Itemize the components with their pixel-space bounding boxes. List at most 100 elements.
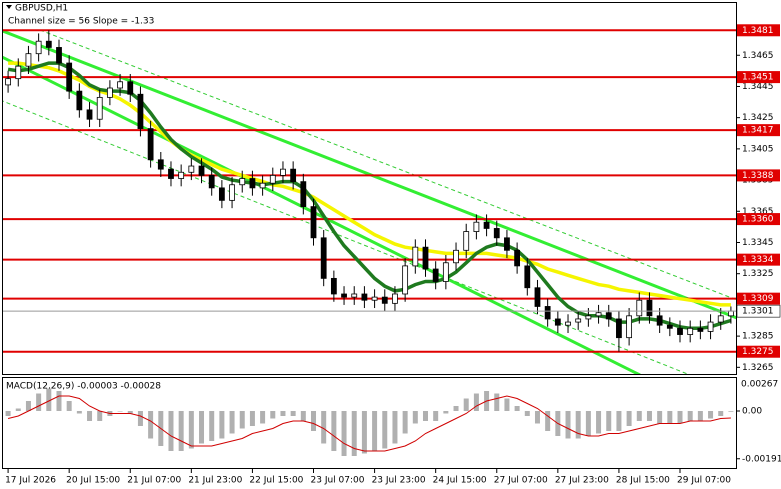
candle-body bbox=[636, 299, 643, 317]
candle-body bbox=[677, 327, 683, 335]
macd-bar bbox=[209, 411, 215, 441]
x-tick-label: 27 Jul 07:00 bbox=[494, 476, 548, 486]
y-tick-label: 1.3445 bbox=[742, 82, 774, 92]
channel-dashed bbox=[3, 100, 689, 374]
current-price-label: 1.3301 bbox=[742, 307, 774, 317]
x-tick-label: 21 Jul 23:00 bbox=[188, 476, 242, 486]
candle-body bbox=[320, 237, 327, 279]
y-tick-label: 1.3425 bbox=[742, 113, 774, 123]
level-label: 1.3309 bbox=[742, 294, 774, 304]
macd-bar bbox=[545, 411, 551, 431]
macd-bar bbox=[178, 411, 184, 451]
candle-body bbox=[188, 165, 195, 173]
candle-body bbox=[514, 249, 521, 267]
macd-bar bbox=[708, 411, 714, 419]
candle-body bbox=[463, 231, 470, 251]
macd-bar bbox=[697, 411, 703, 421]
candle-body bbox=[137, 93, 144, 129]
macd-bar bbox=[443, 411, 449, 414]
macd-bar bbox=[188, 411, 194, 449]
macd-bar bbox=[87, 411, 93, 421]
candle-body bbox=[147, 128, 154, 161]
macd-bar bbox=[585, 411, 591, 436]
channel-line bbox=[3, 55, 641, 374]
macd-bar bbox=[494, 393, 500, 411]
title-arrow bbox=[6, 5, 12, 9]
macd-bar bbox=[36, 393, 42, 411]
x-tick-label: 24 Jul 15:00 bbox=[433, 476, 487, 486]
y-tick-label: 1.3265 bbox=[742, 363, 774, 373]
moving-average bbox=[8, 61, 731, 307]
candle-body bbox=[157, 159, 164, 170]
macd-bar bbox=[127, 411, 133, 414]
candle-body bbox=[575, 318, 582, 323]
macd-bar bbox=[351, 411, 357, 456]
candle-body bbox=[310, 206, 317, 239]
candle-body bbox=[76, 90, 83, 111]
chart-subtitle: Channel size = 56 Slope = -1.33 bbox=[8, 17, 154, 27]
candle-body bbox=[127, 81, 134, 95]
macd-bar bbox=[46, 388, 52, 411]
candle-body bbox=[728, 310, 734, 317]
macd-bar bbox=[728, 411, 734, 412]
macd-bar bbox=[504, 398, 510, 411]
level-label: 1.3417 bbox=[742, 126, 774, 136]
candle-body bbox=[290, 168, 297, 183]
candle-body bbox=[524, 265, 531, 289]
candle-body bbox=[218, 187, 225, 201]
y-tick-label: 1.3405 bbox=[742, 144, 774, 154]
channel-dashed bbox=[39, 29, 736, 301]
macd-bar bbox=[524, 411, 530, 416]
level-tag bbox=[737, 292, 780, 305]
macd-bar bbox=[473, 393, 479, 411]
candle-body bbox=[56, 47, 62, 64]
macd-bar bbox=[534, 411, 540, 424]
macd-bar bbox=[321, 411, 327, 444]
candle-body bbox=[544, 306, 551, 320]
y-tick-label: 1.3365 bbox=[742, 207, 774, 217]
candle-body bbox=[168, 168, 174, 179]
macd-bar bbox=[331, 411, 337, 451]
candle-body bbox=[493, 228, 500, 239]
candle-body bbox=[361, 293, 368, 301]
candle-body bbox=[697, 327, 704, 332]
macd-bar bbox=[412, 411, 418, 424]
candle-body bbox=[453, 249, 459, 264]
macd-bar bbox=[25, 401, 31, 411]
macd-bar bbox=[270, 411, 276, 419]
macd-signal bbox=[7, 395, 731, 452]
candle-body bbox=[178, 171, 185, 179]
macd-bar bbox=[453, 406, 459, 411]
macd-label: MACD(12,26,9) -0.00003 -0.00028 bbox=[6, 382, 161, 392]
macd-bar bbox=[402, 411, 408, 434]
candle-body bbox=[239, 178, 246, 186]
level-label: 1.3360 bbox=[742, 215, 774, 225]
macd-y-tick-label: -0.00191 bbox=[742, 454, 781, 464]
candle-body bbox=[341, 293, 347, 298]
macd-bar bbox=[687, 411, 693, 421]
macd-bar bbox=[300, 411, 306, 421]
x-tick-label: 27 Jul 23:00 bbox=[555, 476, 609, 486]
candle-body bbox=[585, 315, 592, 320]
candle-body bbox=[717, 315, 724, 323]
candle-body bbox=[259, 182, 266, 189]
candle-body bbox=[412, 246, 419, 267]
candle-body bbox=[106, 87, 113, 98]
macd-bar bbox=[5, 411, 11, 416]
current-price-tag bbox=[736, 304, 781, 318]
x-tick-label: 21 Jul 07:00 bbox=[127, 476, 181, 486]
macd-top-label: 0.00267 bbox=[741, 380, 778, 390]
candle-body bbox=[402, 265, 409, 295]
macd-bar bbox=[392, 411, 398, 444]
candle-body bbox=[666, 324, 673, 329]
candle-body bbox=[595, 312, 602, 317]
macd-bar bbox=[718, 411, 724, 416]
candle-body bbox=[656, 315, 663, 326]
macd-bar bbox=[657, 411, 663, 424]
macd-bar bbox=[76, 411, 82, 414]
candle-body bbox=[442, 262, 449, 282]
candle-body bbox=[473, 221, 480, 232]
candle-body bbox=[534, 287, 541, 307]
macd-bar bbox=[667, 411, 673, 424]
